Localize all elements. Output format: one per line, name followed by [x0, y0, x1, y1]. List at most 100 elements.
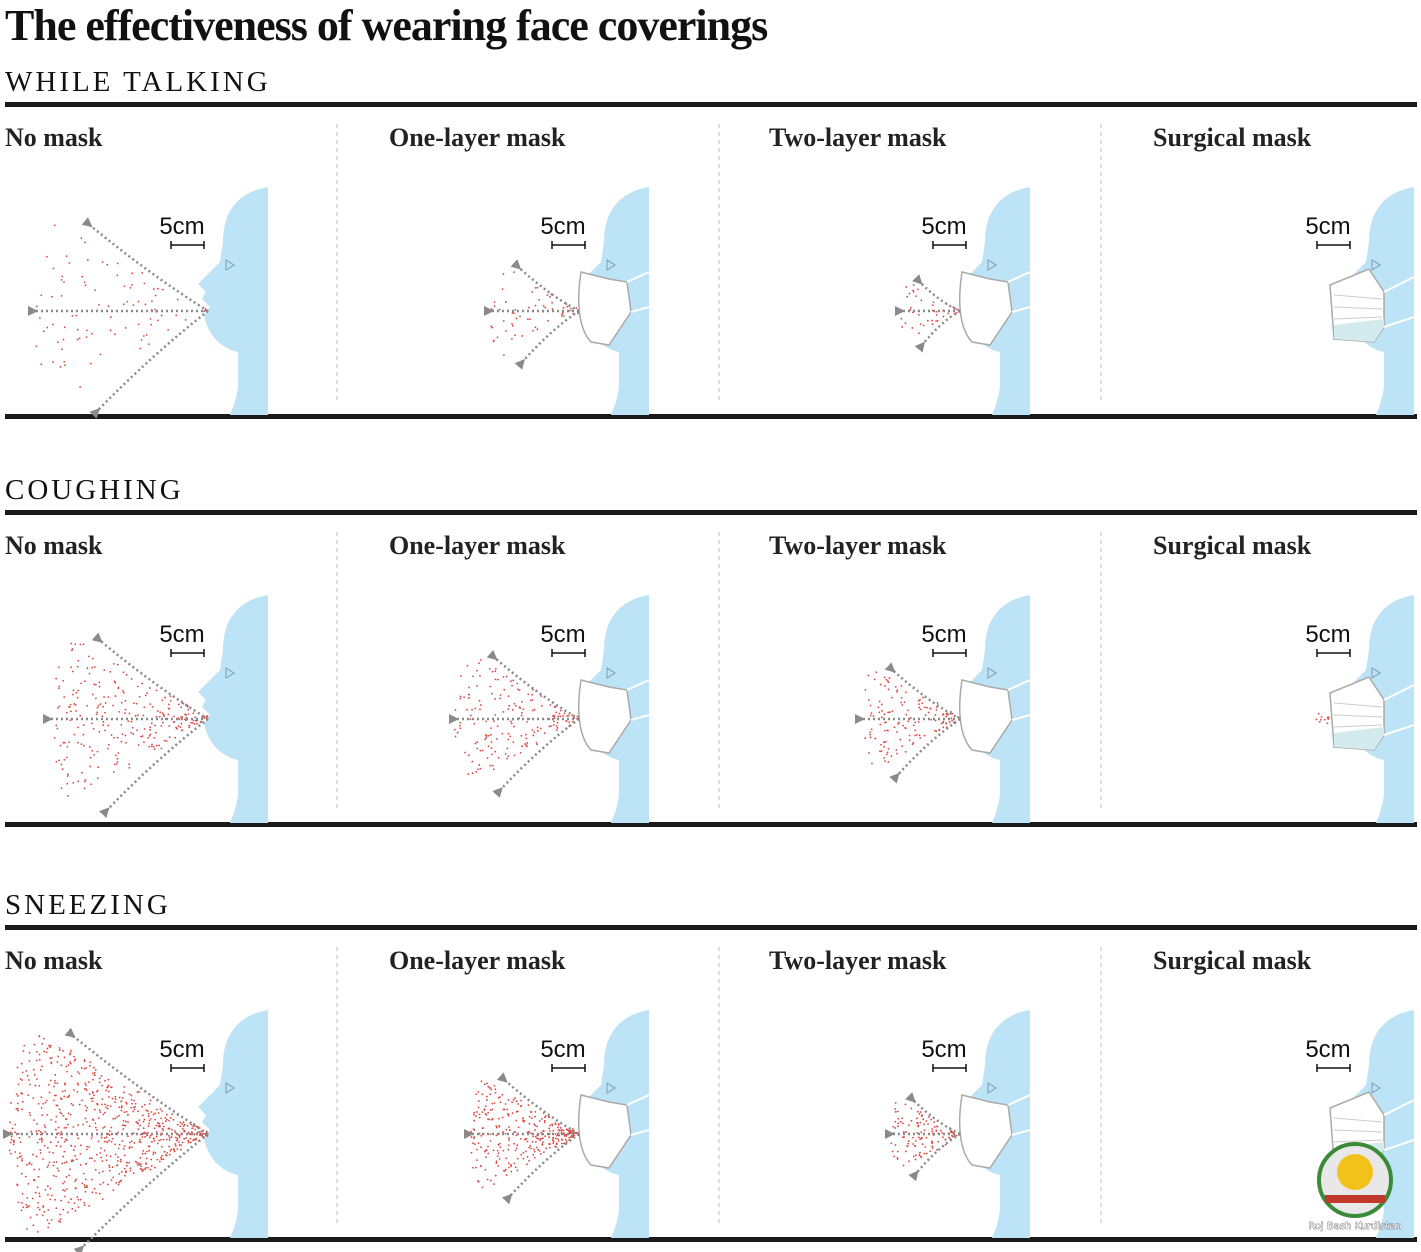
droplet [898, 721, 900, 724]
droplet [905, 713, 908, 716]
droplet [491, 326, 494, 329]
droplet [173, 1150, 176, 1153]
cloth-mask [577, 1094, 632, 1169]
droplet [525, 1163, 528, 1166]
droplet [919, 1151, 921, 1154]
droplet [74, 1209, 77, 1212]
droplet [154, 724, 156, 727]
droplet [193, 1133, 196, 1135]
head [198, 595, 268, 823]
droplet [62, 741, 65, 744]
droplet [54, 1082, 56, 1084]
droplet [540, 704, 543, 707]
droplet [878, 711, 881, 714]
droplet [77, 1198, 80, 1201]
droplet [568, 721, 571, 724]
spray-arrow [501, 1132, 580, 1205]
droplet [529, 699, 532, 702]
droplet [148, 735, 151, 737]
droplet [552, 724, 555, 726]
droplet [132, 304, 135, 307]
droplet [470, 1136, 473, 1138]
droplet [151, 300, 153, 303]
droplet [63, 326, 66, 329]
droplet [490, 325, 493, 328]
droplet [53, 1085, 55, 1088]
droplet [493, 301, 496, 304]
droplet [144, 694, 147, 697]
droplet [21, 1159, 23, 1162]
droplet [910, 306, 912, 309]
droplet [34, 1191, 37, 1194]
spray-arrow [510, 259, 580, 313]
droplet [121, 1097, 124, 1099]
droplet [869, 733, 872, 736]
droplet [128, 763, 131, 766]
droplet [935, 313, 938, 316]
droplet [60, 1112, 63, 1115]
droplet [28, 1163, 30, 1165]
droplet [138, 695, 141, 698]
droplet [62, 679, 65, 682]
droplet [930, 1118, 932, 1121]
pleats [1333, 1117, 1383, 1143]
droplet [489, 1109, 492, 1111]
droplet [559, 715, 562, 718]
droplet [139, 1156, 142, 1159]
droplet [160, 1117, 162, 1120]
droplet [35, 345, 38, 348]
droplet [73, 1055, 75, 1058]
droplet [172, 1118, 175, 1121]
droplet [48, 1222, 51, 1225]
droplet [38, 1053, 41, 1056]
droplet [892, 1125, 895, 1128]
droplet [155, 689, 158, 692]
droplet [139, 347, 142, 350]
droplet [923, 1152, 926, 1155]
droplet [68, 1053, 71, 1056]
droplet [139, 1138, 141, 1141]
droplet [531, 699, 534, 701]
droplet [113, 771, 115, 773]
droplet [499, 1096, 501, 1098]
droplet [955, 1134, 958, 1137]
droplet [905, 286, 908, 288]
droplet [891, 1150, 894, 1153]
droplet [80, 682, 83, 685]
spray-arrow [889, 717, 961, 784]
droplet [63, 1161, 66, 1164]
droplet [908, 1160, 910, 1163]
droplet [62, 338, 65, 341]
pleats [1333, 702, 1383, 728]
droplet [883, 713, 886, 716]
droplet [44, 1188, 47, 1191]
droplet [21, 1158, 23, 1160]
droplet [79, 1153, 82, 1155]
droplet [146, 692, 148, 695]
droplet [53, 1094, 56, 1097]
droplet [513, 1142, 515, 1145]
scale-label: 5cm [159, 1036, 204, 1063]
section-rule [5, 925, 1417, 930]
droplet [533, 1150, 536, 1153]
droplet [867, 699, 870, 701]
droplet [520, 700, 523, 703]
droplet [86, 667, 89, 670]
droplet [77, 726, 79, 729]
droplet [920, 299, 923, 302]
droplet [894, 1102, 897, 1104]
panel-label: No mask [5, 946, 103, 975]
droplet [127, 1121, 129, 1124]
droplet [107, 1090, 110, 1093]
droplet [481, 1127, 484, 1130]
droplet [110, 1140, 113, 1143]
droplet [160, 314, 163, 317]
droplet [67, 1201, 70, 1204]
droplet [475, 1093, 478, 1096]
droplet [59, 1111, 62, 1114]
droplet [112, 1117, 115, 1120]
droplet [931, 1145, 934, 1148]
droplet [896, 1110, 899, 1113]
droplet [879, 723, 882, 726]
droplet [90, 783, 93, 786]
